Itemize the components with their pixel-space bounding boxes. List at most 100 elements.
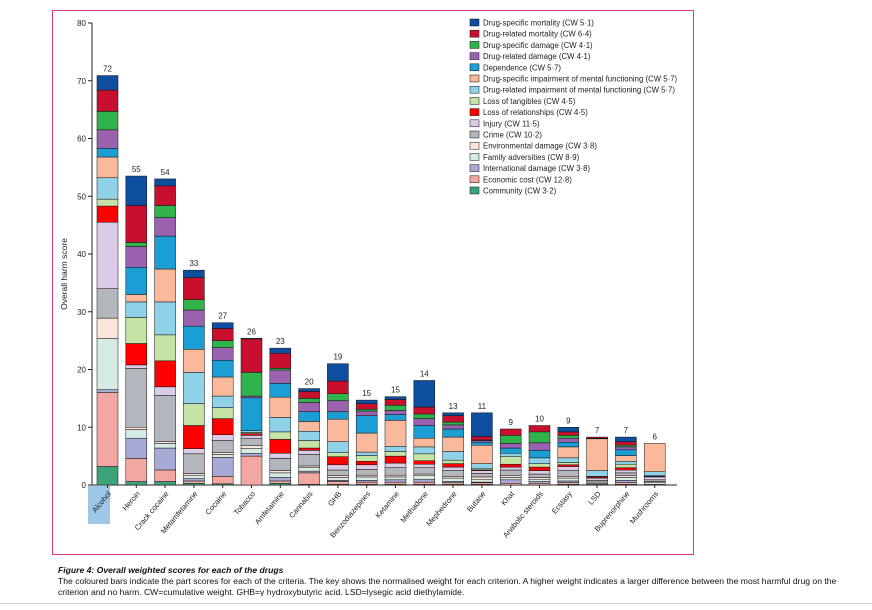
bar-ghb-dependence: [327, 411, 349, 420]
bar-tobacco-international-damage: [240, 452, 263, 457]
bar-mephedrone-injury: [442, 466, 464, 471]
bar-ghb-drug-related-damage: [327, 400, 349, 412]
bar-tobacco-drug-related-mortality: [240, 338, 263, 373]
bar-ecstasy-drug-specific-mortality: [557, 427, 580, 433]
bar-buprenorphine-drug-related-mortality: [615, 441, 637, 446]
bar-alcohol-loss-of-tangibles: [96, 198, 119, 207]
bar-ketamine-economic-cost: [384, 481, 407, 485]
bar-mephedrone-drug-related-mortality: [442, 415, 464, 423]
legend-label-drug-related-mortality: Drug-related mortality (CW 6·4): [483, 30, 592, 39]
bar-benzodiazepines-economic-cost: [355, 481, 378, 485]
legend-label-international-damage: International damage (CW 3·8): [483, 164, 590, 173]
bar-alcohol-drug-related-damage: [96, 129, 119, 149]
bar-amfetamine-injury: [269, 452, 292, 459]
bar-methadone-family-adversities: [413, 475, 436, 480]
bar-mephedrone-drug-specific-damage: [442, 421, 464, 426]
bar-methadone-drug-specific-mortality: [413, 380, 436, 408]
bar-mephedrone-drug-related-impairment-of-mental-functioning: [442, 451, 464, 461]
bar-cannabis-drug-specific-damage: [298, 398, 320, 403]
bar-methadone-drug-specific-damage: [413, 413, 436, 419]
bar-metamfetamine-drug-related-mortality: [183, 277, 205, 300]
bar-crack-cocaine-family-adversities: [154, 443, 176, 449]
total-label-butane: 11: [478, 402, 487, 411]
bar-khat-drug-specific-damage: [499, 435, 522, 444]
bar-anabolic-steroids-environmental-damage: [528, 477, 551, 480]
bar-crack-cocaine-environmental-damage: [154, 441, 176, 444]
legend-label-economic-cost: Economic cost (CW 12·8): [483, 175, 572, 184]
bar-tobacco-crime: [240, 437, 263, 446]
bar-benzodiazepines-crime: [355, 469, 378, 476]
bar-anabolic-steroids-loss-of-tangibles: [528, 463, 551, 468]
bar-ecstasy-crime: [557, 470, 580, 477]
bar-benzodiazepines-drug-specific-damage: [355, 409, 378, 412]
bar-buprenorphine-loss-of-relationships: [615, 467, 637, 471]
bar-mushrooms-crime: [643, 479, 666, 482]
bar-ghb-drug-related-impairment-of-mental-functioning: [327, 441, 349, 453]
bar-metamfetamine-drug-specific-mortality: [183, 269, 205, 278]
total-label-mushrooms: 6: [652, 432, 657, 441]
bar-alcohol-drug-specific-damage: [96, 111, 119, 131]
total-label-ketamine: 15: [391, 386, 400, 395]
bar-ghb-environmental-damage: [327, 475, 349, 478]
bar-tobacco-injury: [240, 435, 263, 439]
legend-swatch-environmental-damage: [469, 141, 480, 150]
bar-metamfetamine-drug-specific-damage: [183, 299, 205, 311]
bar-mushrooms-drug-related-impairment-of-mental-functioning: [643, 471, 666, 477]
bar-ecstasy-drug-related-impairment-of-mental-functioning: [557, 457, 580, 463]
bar-buprenorphine-drug-related-damage: [615, 446, 637, 451]
bar-benzodiazepines-international-damage: [355, 480, 378, 483]
bar-methadone-drug-related-damage: [413, 418, 436, 426]
bar-amfetamine-drug-related-impairment-of-mental-functioning: [269, 417, 292, 433]
bar-buprenorphine-environmental-damage: [615, 475, 637, 478]
bar-butane-environmental-damage: [471, 476, 493, 480]
bar-metamfetamine-dependence: [183, 325, 205, 350]
legend-swatch-drug-related-mortality: [469, 29, 480, 38]
bar-anabolic-steroids-family-adversities: [528, 478, 551, 482]
bar-ecstasy-injury: [557, 466, 580, 471]
bar-butane-drug-specific-mortality: [471, 412, 493, 437]
y-tick-label-70: 70: [77, 77, 86, 86]
bar-benzodiazepines-dependence: [355, 415, 378, 434]
y-tick-label-80: 80: [77, 19, 86, 28]
bar-benzodiazepines-environmental-damage: [355, 474, 378, 478]
legend-label-drug-related-damage: Drug-related damage (CW 4·1): [483, 52, 591, 61]
bar-cannabis-drug-related-damage: [298, 402, 320, 412]
bar-khat-loss-of-tangibles: [499, 456, 522, 465]
total-label-lsd: 7: [595, 426, 600, 435]
bar-heroin-economic-cost: [125, 458, 148, 482]
bar-buprenorphine-drug-related-impairment-of-mental-functioning: [615, 461, 637, 465]
bar-metamfetamine-environmental-damage: [183, 473, 205, 476]
bar-methadone-drug-related-mortality: [413, 406, 436, 415]
bar-anabolic-steroids-injury: [528, 470, 551, 475]
bar-crack-cocaine-loss-of-tangibles: [154, 334, 176, 362]
total-label-mephedrone: 13: [449, 402, 458, 411]
bar-lsd-drug-related-mortality: [586, 436, 608, 439]
bar-butane-drug-related-damage: [471, 440, 493, 443]
bar-amfetamine-drug-specific-impairment-of-mental-functioning: [269, 396, 292, 418]
bar-alcohol-loss-of-relationships: [96, 205, 119, 223]
bar-khat-drug-related-impairment-of-mental-functioning: [499, 452, 522, 457]
bar-cocaine-dependence: [211, 360, 234, 378]
bar-khat-drug-related-mortality: [499, 428, 522, 436]
bar-ecstasy-international-damage: [557, 480, 580, 483]
bar-khat-environmental-damage: [499, 475, 522, 478]
caption-body: The coloured bars indicate the part scor…: [58, 576, 837, 597]
bar-butane-family-adversities: [471, 478, 493, 483]
legend-label-drug-specific-damage: Drug-specific damage (CW 4·1): [483, 41, 593, 50]
bar-tobacco-drug-related-impairment-of-mental-functioning: [240, 430, 263, 433]
legend-label-environmental-damage: Environmental damage (CW 3·8): [483, 142, 597, 151]
bar-ketamine-family-adversities: [384, 476, 407, 481]
bar-mephedrone-dependence: [442, 428, 464, 438]
bar-mushrooms-injury: [643, 476, 666, 481]
bar-crack-cocaine-loss-of-relationships: [154, 360, 176, 388]
bar-amfetamine-loss-of-tangibles: [269, 431, 292, 440]
bar-methadone-international-damage: [413, 478, 436, 483]
bar-mushrooms-family-adversities: [643, 482, 666, 485]
bar-methadone-economic-cost: [413, 481, 436, 485]
bar-buprenorphine-dependence: [615, 449, 637, 456]
bar-methadone-drug-specific-impairment-of-mental-functioning: [413, 437, 436, 448]
bar-ketamine-loss-of-tangibles: [384, 451, 407, 457]
bar-cannabis-crime: [298, 454, 320, 467]
bar-khat-economic-cost: [499, 483, 522, 486]
bar-benzodiazepines-drug-specific-impairment-of-mental-functioning: [355, 432, 378, 453]
